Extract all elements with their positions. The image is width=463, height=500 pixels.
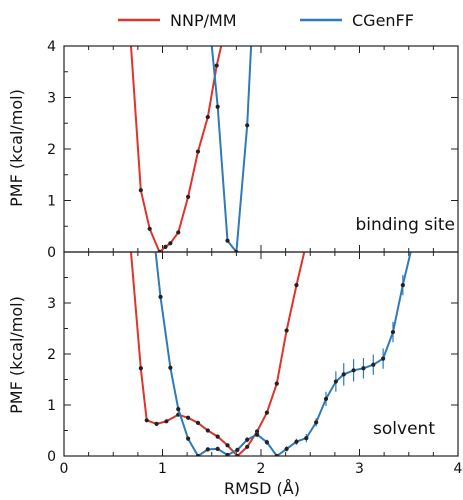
data-point-cgenff [284,446,289,451]
data-point-cgenff [245,123,250,128]
data-point-cgenff [215,446,220,451]
data-point-cgenff [371,362,376,367]
data-point-nnp-mm [176,230,181,235]
panel-label-solvent: solvent [373,419,435,439]
x-tick-label: 1 [158,461,167,477]
x-tick-label: 4 [454,461,463,477]
x-axis-title: RMSD (Å) [224,479,300,498]
y-axis-title-solvent: PMF (kcal/mol) [7,296,26,414]
y-tick-label: 3 [47,91,56,107]
data-point-cgenff [168,365,173,370]
data-point-nnp-mm [147,226,152,231]
data-point-cgenff [351,368,356,373]
panel-solvent: 0 1 2 3 0 1 2 3 4 [47,251,463,477]
data-point-cgenff [333,379,338,384]
data-point-cgenff [186,436,191,441]
data-point-cgenff [304,436,309,441]
series-line-cgenff [210,46,253,252]
data-point-nnp-mm [264,410,270,415]
y-axis-title-binding-site: PMF (kcal/mol) [7,89,26,207]
data-point-nnp-mm [245,444,250,449]
data-point-nnp-mm [215,434,220,439]
data-point-nnp-mm [168,241,173,246]
y-tick-label: 2 [47,347,56,363]
y-tick-label: 1 [47,194,56,210]
data-point-nnp-mm [144,418,149,423]
data-point-cgenff [215,104,220,109]
data-point-nnp-mm [195,420,201,425]
legend: NNP/MM CGenFF [118,11,414,30]
data-point-cgenff [314,420,319,425]
legend-label-nnp-mm: NNP/MM [170,11,237,30]
data-point-nnp-mm [186,194,191,199]
data-point-nnp-mm [163,244,168,249]
y-tick-label: 0 [47,245,56,261]
data-point-cgenff [323,396,329,401]
y-tick-label: 0 [47,449,56,465]
data-point-nnp-mm [195,149,201,154]
data-point-cgenff [225,452,230,456]
data-point-cgenff [400,283,405,288]
plot-frame [63,251,459,457]
data-point-nnp-mm [284,328,289,333]
data-point-nnp-mm [138,188,143,193]
series-group [130,46,253,252]
data-point-cgenff [264,440,270,445]
data-point-nnp-mm [205,114,210,120]
data-point-cgenff [254,432,260,437]
data-point-cgenff [235,447,240,452]
data-point-nnp-mm [205,428,210,433]
y-tick-label: 2 [47,142,56,158]
data-point-nnp-mm [225,443,230,448]
data-point-cgenff [361,366,366,371]
series-group [130,252,412,456]
data-point-nnp-mm [138,366,143,371]
y-tick-label: 3 [47,296,56,312]
data-point-cgenff [390,329,396,335]
series-line-nnp-mm [130,46,223,252]
data-point-cgenff [176,406,181,412]
x-tick-label: 2 [257,461,266,477]
data-point-nnp-mm [186,415,191,420]
data-point-cgenff [294,439,299,444]
data-point-cgenff [225,238,230,243]
y-tick-label: 1 [47,398,56,414]
series-line-cgenff [154,252,412,456]
data-point-cgenff [245,437,250,442]
x-tick-label: 0 [60,461,69,477]
panel-label-binding-site: binding site [356,215,455,235]
data-point-cgenff [205,447,210,452]
data-point-nnp-mm [164,419,169,424]
data-point-nnp-mm [274,381,279,386]
x-tick-label: 3 [355,461,364,477]
data-point-nnp-mm [154,421,159,426]
data-point-nnp-mm [254,429,260,434]
legend-label-cgenff: CGenFF [352,11,414,30]
data-point-nnp-mm [294,283,299,288]
data-point-cgenff [341,372,346,377]
y-tick-label: 4 [47,39,56,55]
data-point-cgenff [158,294,163,299]
data-point-nnp-mm [214,63,219,68]
data-point-cgenff [381,356,386,361]
